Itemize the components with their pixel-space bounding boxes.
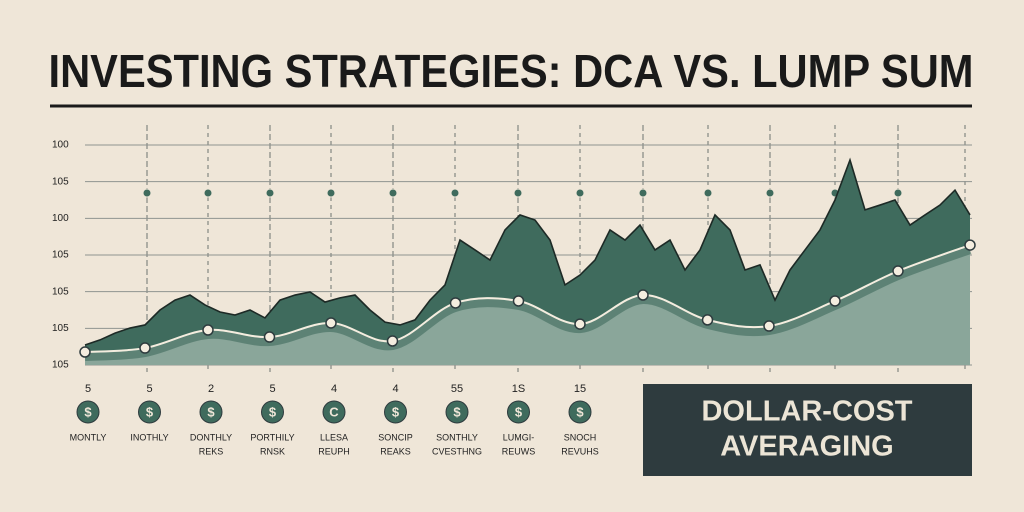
item-label: INOTHLY xyxy=(130,432,168,442)
guide-dot xyxy=(765,188,775,198)
guide-dot xyxy=(513,188,523,198)
item-number: 15 xyxy=(574,383,586,395)
item-icon-glyph: C xyxy=(329,404,339,419)
point xyxy=(325,317,337,329)
item-number: 4 xyxy=(392,383,398,395)
guide-dot xyxy=(388,188,398,198)
point xyxy=(139,342,151,354)
item-icon xyxy=(507,400,530,424)
item-icon-glyph: $ xyxy=(269,404,277,419)
item-label: MONTLY xyxy=(70,432,107,442)
guides xyxy=(142,125,966,372)
point xyxy=(829,295,841,307)
item-label: REUPH xyxy=(318,446,350,456)
y-label: 100 xyxy=(52,140,69,151)
item-label: PORTHILY xyxy=(250,432,294,442)
area-edge xyxy=(84,157,971,346)
item-icon-glyph: $ xyxy=(515,404,523,419)
item-icon-glyph: $ xyxy=(576,404,584,419)
item-icon-glyph: $ xyxy=(84,404,92,419)
item-icon xyxy=(261,400,284,424)
item-label: RNSK xyxy=(260,446,285,456)
y-label: 105 xyxy=(52,250,69,261)
item-label: REVUHS xyxy=(561,446,599,456)
chart-title: INVESTING STRATEGIES: DCA VS. LUMP SUM xyxy=(49,45,974,97)
item-label: REUWS xyxy=(502,446,536,456)
item-number: 2 xyxy=(208,383,214,395)
y-label: 100 xyxy=(52,213,69,224)
item-icon xyxy=(568,400,592,424)
guide-dot xyxy=(203,188,213,198)
point xyxy=(701,314,714,326)
item-icon-glyph: $ xyxy=(207,404,215,419)
guide-dot xyxy=(265,188,275,198)
point xyxy=(449,297,462,309)
item-label: REKS xyxy=(199,446,224,456)
item-number: 5 xyxy=(269,383,275,395)
point xyxy=(574,318,586,330)
item-icon xyxy=(322,400,346,424)
item-label: SONCIP xyxy=(378,432,413,442)
item-number: 5 xyxy=(85,383,91,395)
guide-dot xyxy=(703,188,713,198)
legend-text: AVERAGING xyxy=(720,431,893,463)
item-number: 5 xyxy=(146,383,152,395)
y-label: 105 xyxy=(52,176,69,187)
point xyxy=(79,346,91,358)
point xyxy=(202,324,214,336)
point xyxy=(263,331,276,343)
item-icon xyxy=(384,400,407,424)
item-label: LLESA xyxy=(320,432,348,442)
item-label: SONTHLY xyxy=(436,432,478,442)
item-label: REAKS xyxy=(380,446,411,456)
point xyxy=(512,295,525,307)
item-icon xyxy=(199,400,223,424)
item-label: CVESTHNG xyxy=(432,446,482,456)
point xyxy=(964,239,976,251)
legend-box xyxy=(643,384,972,476)
point xyxy=(763,320,775,332)
point xyxy=(892,265,904,277)
item-icon-glyph: $ xyxy=(453,404,461,419)
y-label: 105 xyxy=(52,286,69,297)
item-icon xyxy=(76,400,100,424)
item-label: SNOCH xyxy=(564,432,597,442)
point xyxy=(637,289,649,301)
item-icon-glyph: $ xyxy=(392,404,400,419)
guide-dot xyxy=(450,188,460,198)
item-icon xyxy=(138,400,161,424)
item-icon-glyph: $ xyxy=(146,404,154,419)
item-number: 55 xyxy=(451,383,463,395)
item-number: 4 xyxy=(331,383,337,395)
item-icon xyxy=(445,400,469,424)
item-number: 1S xyxy=(512,383,525,395)
guide-dot xyxy=(575,188,585,198)
legend-text: DOLLAR-COST xyxy=(701,396,912,428)
guide-dot xyxy=(326,188,336,198)
item-label: LUMGI- xyxy=(503,432,535,442)
guide-dot xyxy=(142,188,152,198)
point xyxy=(386,335,399,347)
guide-dot xyxy=(893,188,903,198)
area xyxy=(85,159,970,365)
item-label: DONTHLY xyxy=(190,432,232,442)
y-label: 105 xyxy=(52,360,69,371)
y-label: 105 xyxy=(52,323,69,334)
guide-dot xyxy=(638,188,648,198)
